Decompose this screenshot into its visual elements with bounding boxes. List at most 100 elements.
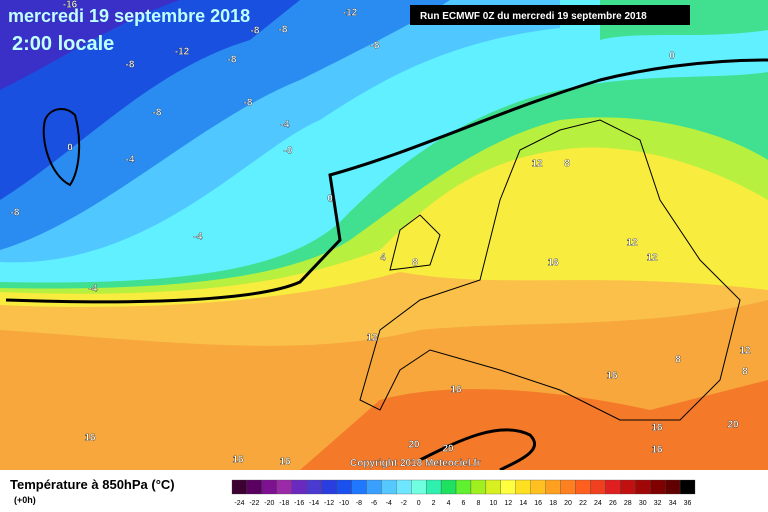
contour-label: 16 [279,457,291,468]
scale-label: 6 [462,500,466,507]
scale-cell [679,479,696,495]
scale-label: 0 [417,500,421,507]
scale-cell [336,479,352,495]
contour-label: -8 [153,108,162,119]
contour-label: -12 [343,8,358,19]
scale-cell [590,479,606,495]
contour-label: -8 [251,26,260,37]
scale-label: -10 [339,500,349,507]
scale-label: -4 [386,500,392,507]
scale-cell [664,479,681,495]
contour-label: 16 [232,455,244,466]
scale-cell [426,479,442,495]
scale-cell [351,479,367,495]
contour-label: 12 [626,238,638,249]
scale-label: 16 [534,500,542,507]
scale-label: 30 [639,500,647,507]
run-info: Run ECMWF 0Z du mercredi 19 septembre 20… [420,11,647,22]
contour-label: -0 [284,146,293,157]
contour-label: 0 [669,51,675,62]
scale-label: 26 [609,500,617,507]
scale-cell [605,479,621,495]
contour-label: 16 [547,258,559,269]
contour-label: -8 [11,208,20,219]
copyright: Copyright 2018 Meteociel.fr [350,458,481,469]
scale-cell [261,479,277,495]
contour-label: 8 [412,258,418,269]
contour-label: -8 [279,25,288,36]
contour-label: 8 [742,367,748,378]
contour-label: -12 [175,47,190,58]
scale-cell [321,479,337,495]
contour-label: 4 [380,253,386,264]
scale-label: 20 [564,500,572,507]
contour-label: -16 [63,0,78,11]
scale-label: 18 [549,500,557,507]
scale-label: -2 [401,500,407,507]
scale-cell [411,479,427,495]
contour-label: -8 [371,41,380,52]
scale-label: -8 [356,500,362,507]
scale-cell [291,479,307,495]
scale-label: 4 [447,500,451,507]
scale-label: 14 [519,500,527,507]
scale-label: -16 [294,500,304,507]
legend-title: Température à 850hPa (°C) [10,477,175,492]
scale-cell [530,479,546,495]
contour-label: 12 [531,159,543,170]
scale-label: -20 [264,500,274,507]
scale-cell [485,479,501,495]
contour-label: 16 [651,423,663,434]
scale-label: 10 [489,500,497,507]
contour-label: -8 [126,60,135,71]
scale-label: -14 [309,500,319,507]
scale-label: -18 [279,500,289,507]
scale-label: 12 [504,500,512,507]
scale-cell [560,479,576,495]
contour-label: 8 [564,159,570,170]
scale-cell [650,479,666,495]
scale-cell [545,479,561,495]
map-time: 2:00 locale [12,33,114,55]
temperature-field [0,0,768,472]
scale-cell [231,479,248,495]
contour-label: 16 [651,445,663,456]
scale-label: 28 [624,500,632,507]
scale-label: 24 [594,500,602,507]
scale-label: -24 [234,500,244,507]
scale-label: 34 [669,500,677,507]
scale-cell [381,479,397,495]
scale-label: 22 [579,500,587,507]
scale-cell [470,479,487,495]
contour-label: 12 [366,333,378,344]
scale-cell [515,479,531,495]
scale-label: 32 [654,500,662,507]
scale-cell [276,479,292,495]
contour-label: 12 [646,253,658,264]
scale-label: 36 [684,500,692,507]
contour-label: 0 [327,194,333,205]
contour-label: -4 [281,120,290,131]
color-scale: -24 -22 -20 -18 -16 -14 -12 -10 -8 -6 -4 -2 0 2 4 6 8 10 1… [231,479,696,507]
run-box [410,5,690,25]
contour-label: 20 [442,444,454,455]
contour-label: -8 [244,98,253,109]
contour-label: 16 [606,371,618,382]
scale-cell [500,479,516,495]
scale-cell [440,479,457,495]
scale-label: -6 [371,500,377,507]
scale-label: 8 [476,500,480,507]
scale-cell [575,479,591,495]
scale-label: 2 [432,500,436,507]
scale-label: -22 [249,500,259,507]
legend-lead: (+0h) [14,495,36,505]
contour-label: 0 [67,143,73,154]
contour-label: 20 [727,420,739,431]
contour-label: 8 [675,355,681,366]
contour-label: -4 [126,155,135,166]
scale-cell [246,479,263,495]
scale-cell [366,479,382,495]
scale-cell [620,479,636,495]
scale-cell [396,479,412,495]
